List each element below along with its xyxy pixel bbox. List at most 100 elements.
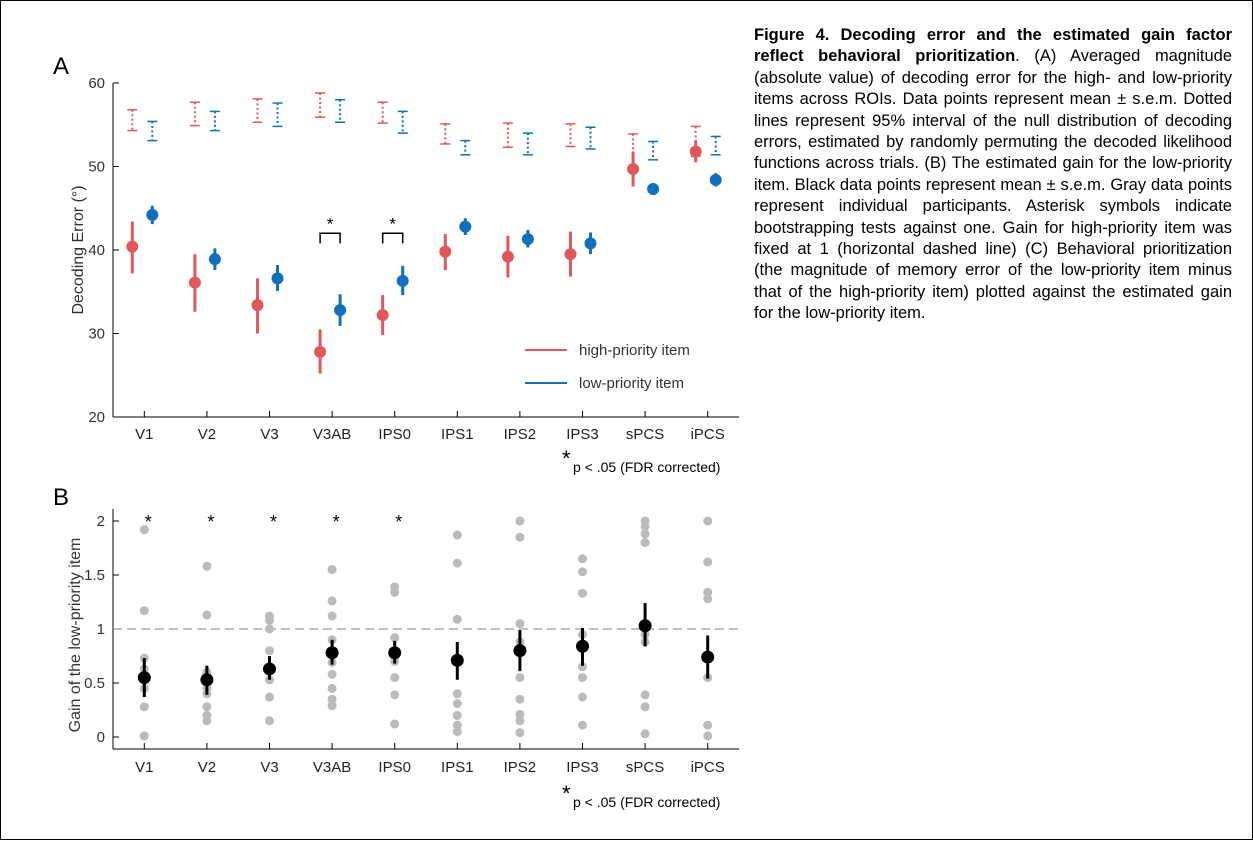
panel-a-x-tick-label: IPS3 <box>566 426 599 443</box>
participant-point <box>640 521 650 531</box>
mean-point-high <box>188 276 201 289</box>
significance-bracket <box>319 232 341 244</box>
participant-point <box>390 673 400 683</box>
panel-b-y-tick-label: 0.5 <box>84 675 105 692</box>
participant-point <box>452 720 462 730</box>
gain-mean-point <box>137 671 151 685</box>
panel-b-y-tick-label: 0 <box>97 729 105 746</box>
participant-point <box>578 588 587 598</box>
panel-a-label: A <box>53 53 69 80</box>
footnote-text: p < .05 (FDR corrected) <box>573 794 720 810</box>
gain-significance-star: * <box>207 512 214 532</box>
mean-point-high <box>627 163 640 176</box>
legend-label-high: high-priority item <box>579 342 690 359</box>
panel-a-x-tick-label: sPCS <box>626 426 664 443</box>
participant-point <box>703 594 713 604</box>
gain-mean-point <box>388 646 402 660</box>
panel-a-x-tick-label: V3AB <box>313 426 351 443</box>
participant-point <box>390 690 400 700</box>
participant-point <box>390 587 400 597</box>
mean-point-high <box>126 240 139 253</box>
caption-title: Figure 4. Decoding error and the estimat… <box>754 26 1232 66</box>
panel-b-x-tick-label: IPS2 <box>504 759 537 776</box>
participant-point <box>452 689 462 699</box>
participant-point <box>703 731 713 741</box>
gain-significance-star: * <box>395 512 402 532</box>
panel-b-x-tick-label: IPS0 <box>378 759 411 776</box>
panel-b-x-tick-label: V3 <box>260 759 278 776</box>
figure-caption: Figure 4. Decoding error and the estimat… <box>754 25 1232 325</box>
gain-significance-star: * <box>333 512 340 532</box>
participant-point <box>452 727 462 737</box>
participant-point <box>327 701 337 711</box>
participant-point <box>265 624 274 634</box>
participant-point <box>202 561 212 571</box>
panel-a-x-tick-label: IPS2 <box>504 426 537 443</box>
footnote-star: * <box>562 781 571 806</box>
panel-b-label: B <box>53 484 69 511</box>
participant-point <box>703 587 713 597</box>
participant-point <box>578 662 587 672</box>
mean-point-low <box>709 173 722 186</box>
panel-b-x-tick-label: V3AB <box>313 759 351 776</box>
mean-point-low <box>208 253 221 266</box>
panel-a-x-tick-label: V3 <box>260 426 278 443</box>
participant-point <box>139 702 149 712</box>
participant-point <box>139 731 149 741</box>
panel-a-y-tick-label: 20 <box>88 409 105 426</box>
participant-point <box>640 538 650 548</box>
panel-b-y-tick-label: 2 <box>97 513 105 530</box>
significance-star: * <box>389 214 396 233</box>
mean-point-low <box>647 183 660 196</box>
participant-point <box>327 694 337 704</box>
participant-point <box>703 720 713 730</box>
participant-point <box>640 702 650 712</box>
participant-point <box>265 615 274 625</box>
panel-b-y-tick-label: 1 <box>97 621 105 638</box>
participant-point <box>265 716 274 726</box>
participant-point <box>390 633 400 643</box>
panel-a-y-tick-label: 40 <box>88 242 105 259</box>
panel-b-x-tick-label: V1 <box>135 759 153 776</box>
gain-significance-star: * <box>270 512 277 532</box>
participant-point <box>452 710 462 720</box>
participant-point <box>515 619 525 629</box>
participant-point <box>515 673 525 683</box>
participant-point <box>139 606 149 616</box>
participant-point <box>640 529 650 539</box>
gain-mean-point <box>576 639 589 653</box>
gain-mean-point <box>638 619 652 633</box>
panel-a-x-tick-label: IPS1 <box>441 426 474 443</box>
mean-point-low <box>521 233 534 246</box>
caption-body: . (A) Averaged magnitude (absolute value… <box>754 47 1232 323</box>
mean-point-high <box>564 248 577 261</box>
panel-a-x-tick-label: V2 <box>198 426 216 443</box>
mean-point-low <box>271 272 284 285</box>
participant-point <box>452 699 462 709</box>
participant-point <box>578 554 587 564</box>
participant-point <box>327 683 337 693</box>
mean-point-high <box>501 250 514 263</box>
participant-point <box>515 516 525 526</box>
participant-point <box>202 610 212 620</box>
mean-point-low <box>459 220 472 233</box>
panel-b-x-tick-label: IPS3 <box>566 759 599 776</box>
participant-point <box>515 728 525 738</box>
participant-point <box>578 692 587 702</box>
panel-a-y-tick-label: 30 <box>88 326 105 343</box>
panel-a-x-tick-label: IPS0 <box>378 426 411 443</box>
participant-point <box>327 565 337 575</box>
participant-point <box>390 719 400 729</box>
participant-point <box>452 530 462 540</box>
participant-point <box>578 673 587 683</box>
participant-point <box>327 611 337 621</box>
mean-point-high <box>251 299 264 312</box>
participant-point <box>515 532 525 542</box>
panel-b-x-tick-label: iPCS <box>691 759 725 776</box>
participant-point <box>265 692 274 702</box>
participant-point <box>703 516 713 526</box>
panel-b-x-tick-label: IPS1 <box>441 759 474 776</box>
participant-point <box>515 694 525 704</box>
